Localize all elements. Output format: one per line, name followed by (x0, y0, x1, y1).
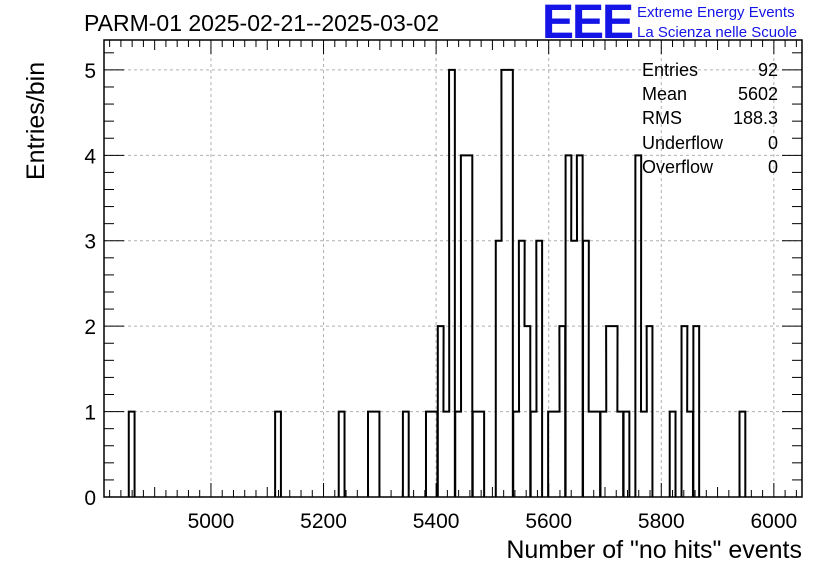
y-tick-label: 5 (84, 60, 96, 83)
stats-row: Entries 92 (642, 58, 778, 82)
y-tick-label: 3 (84, 231, 96, 254)
y-tick-label: 2 (84, 316, 96, 339)
stat-label: Mean (642, 84, 688, 105)
logo-line-2: La Scienza nelle Scuole (637, 24, 798, 41)
logo-line-1: Extreme Energy Events (637, 4, 795, 21)
tick-labels: 5000 5200 5400 5600 5800 6000 0 1 2 3 4 5 (84, 60, 797, 533)
stat-value: 0 (767, 132, 778, 153)
stat-label: RMS (642, 108, 682, 129)
x-tick-label: 6000 (750, 510, 797, 533)
y-tick-label: 1 (84, 402, 96, 425)
stat-value: 92 (757, 60, 778, 80)
y-tick-label: 4 (84, 145, 96, 168)
stats-box: Entries 92 Mean 5602 RMS 188.3 Underflow 0 O… (642, 58, 778, 179)
grid-lines (104, 40, 802, 497)
chart-title: PARM-01 2025-02-21--2025-03-02 (84, 10, 439, 36)
histogram-line (127, 68, 747, 497)
plot-frame (103, 39, 803, 498)
x-tick-label: 5400 (413, 510, 460, 533)
stats-row: Overflow 0 (642, 155, 778, 179)
y-axis-label: Entries/bin (22, 61, 50, 180)
stat-label: Entries (642, 60, 699, 80)
stat-value: 0 (767, 156, 778, 177)
x-tick-label: 5600 (525, 510, 572, 533)
eee-logo: EEE (542, 0, 634, 49)
stats-row: RMS 188.3 (642, 106, 778, 130)
stats-row: Mean 5602 (642, 82, 778, 106)
stat-value: 5602 (737, 84, 778, 105)
stats-row: Underflow 0 (642, 131, 778, 155)
x-tick-label: 5200 (300, 510, 347, 533)
x-tick-label: 5000 (188, 510, 235, 533)
x-axis-label: Number of "no hits" events (506, 536, 802, 564)
stat-label: Underflow (642, 132, 724, 153)
x-tick-label: 5800 (638, 510, 685, 533)
y-tick-label: 0 (84, 487, 96, 510)
stat-label: Overflow (642, 156, 714, 177)
stat-value: 188.3 (732, 108, 778, 129)
axis-ticks (104, 40, 802, 498)
